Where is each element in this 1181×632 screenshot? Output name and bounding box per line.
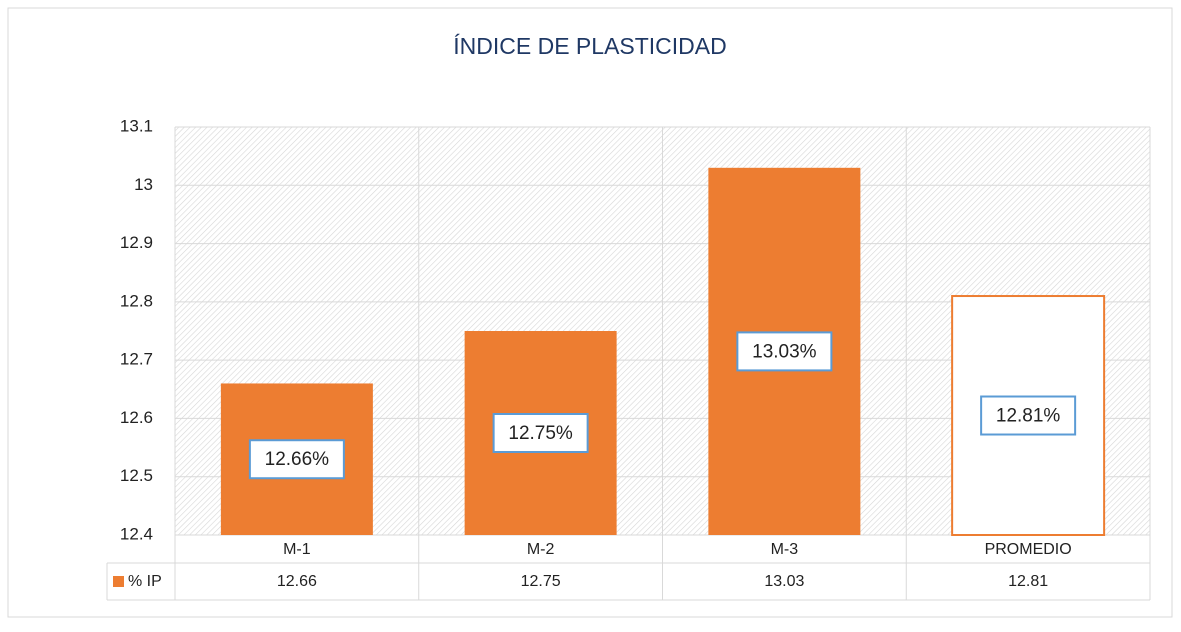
y-tick-label: 12.9 xyxy=(120,233,153,252)
legend-swatch xyxy=(113,576,124,587)
table-value: 12.81 xyxy=(1008,573,1048,590)
x-tick-label: M-2 xyxy=(527,541,555,558)
chart-title: ÍNDICE DE PLASTICIDAD xyxy=(453,33,727,59)
data-label: 12.81% xyxy=(996,406,1061,427)
y-tick-label: 13 xyxy=(134,175,153,194)
x-tick-label: M-3 xyxy=(771,541,799,558)
data-label-box xyxy=(492,413,589,453)
data-label-box xyxy=(736,331,833,372)
data-label: 12.75% xyxy=(508,423,573,444)
x-tick-label: M-1 xyxy=(283,541,311,558)
y-tick-label: 12.6 xyxy=(120,408,153,427)
data-label: 12.66% xyxy=(265,449,330,470)
table-value: 12.75 xyxy=(521,573,561,590)
table-value: 13.03 xyxy=(764,573,804,590)
y-tick-label: 12.4 xyxy=(120,524,153,543)
y-tick-label: 13.1 xyxy=(120,116,153,135)
y-tick-label: 12.7 xyxy=(120,350,153,369)
data-label: 13.03% xyxy=(752,341,817,362)
data-label-box xyxy=(980,395,1077,436)
table-value: 12.66 xyxy=(277,573,317,590)
y-tick-label: 12.8 xyxy=(120,291,153,310)
data-label-box xyxy=(248,439,345,480)
legend-label: % IP xyxy=(128,573,162,590)
y-tick-label: 12.5 xyxy=(120,466,153,485)
x-tick-label: PROMEDIO xyxy=(985,541,1072,558)
